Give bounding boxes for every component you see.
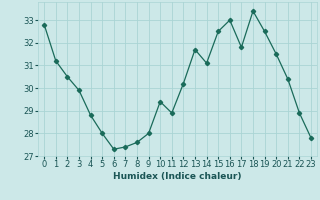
X-axis label: Humidex (Indice chaleur): Humidex (Indice chaleur) [113, 172, 242, 181]
